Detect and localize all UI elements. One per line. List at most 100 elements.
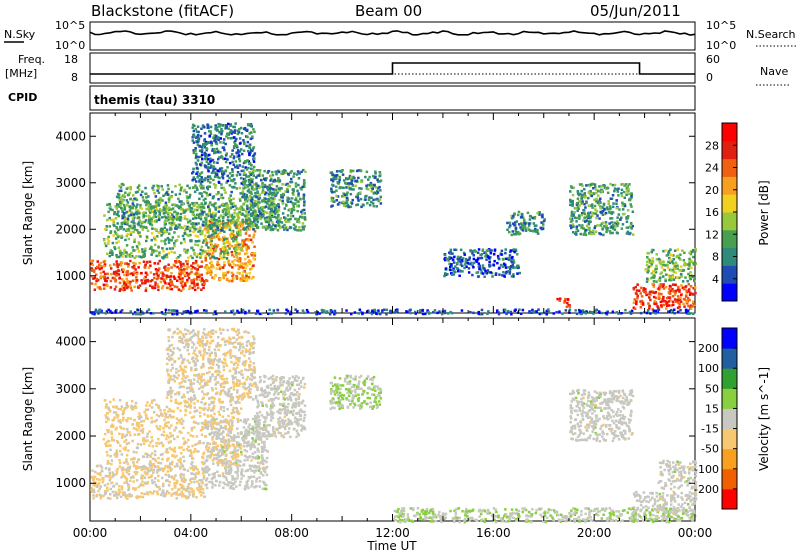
data-cell (157, 246, 160, 249)
data-cell (289, 217, 292, 221)
data-cell (93, 276, 97, 279)
data-cell (194, 243, 197, 246)
data-cell (243, 239, 247, 242)
data-cell (252, 228, 255, 231)
data-cell (657, 278, 661, 281)
data-cell (185, 227, 188, 231)
data-cell (205, 213, 208, 216)
data-cell (605, 313, 609, 316)
data-cell (138, 284, 142, 287)
data-cell (236, 149, 240, 152)
data-cell (121, 268, 124, 271)
data-cell (219, 196, 223, 199)
data-cell (160, 277, 163, 280)
data-cell (201, 467, 205, 470)
data-cell (137, 466, 140, 469)
data-cell (449, 252, 452, 255)
data-cell (604, 221, 608, 224)
data-cell (213, 245, 216, 248)
data-cell (617, 187, 620, 190)
data-cell (247, 277, 250, 280)
data-cell (200, 155, 203, 158)
data-cell (193, 473, 196, 476)
data-cell (286, 200, 290, 203)
data-cell (456, 257, 459, 261)
data-cell (221, 216, 225, 220)
data-cell (173, 231, 176, 234)
data-cell (240, 225, 243, 228)
data-cell (174, 227, 177, 230)
data-cell (687, 267, 690, 270)
data-cell (95, 279, 98, 283)
data-cell (200, 245, 204, 249)
data-cell (455, 262, 459, 265)
data-cell (132, 204, 136, 207)
data-cell (160, 286, 164, 290)
data-cell (512, 248, 516, 251)
data-cell (651, 308, 654, 311)
data-cell (336, 195, 340, 198)
data-cell (627, 215, 630, 218)
data-cell (661, 285, 665, 288)
data-cell (372, 192, 376, 195)
data-cell (254, 440, 257, 443)
data-cell (175, 497, 178, 500)
data-cell (221, 175, 224, 178)
data-cell (130, 272, 134, 275)
data-cell (196, 240, 199, 243)
nsearch-label: N.Search (746, 28, 796, 41)
data-cell (274, 170, 277, 173)
data-cell (692, 255, 695, 259)
data-cell (144, 465, 147, 469)
data-cell (552, 312, 555, 315)
data-cell (385, 308, 389, 312)
data-cell (616, 220, 619, 223)
data-cell (126, 217, 130, 220)
data-cell (121, 182, 124, 186)
data-cell (187, 265, 190, 269)
data-cell (225, 208, 228, 211)
data-cell (157, 285, 160, 288)
data-cell (379, 179, 383, 182)
data-cell (475, 259, 478, 262)
data-cell (223, 148, 226, 152)
data-cell (332, 176, 335, 179)
data-cell (173, 251, 176, 254)
data-cell (233, 131, 237, 134)
data-cell (512, 266, 515, 270)
data-cell (223, 271, 226, 275)
data-cell (264, 220, 268, 224)
data-cell (276, 191, 279, 194)
data-cell (683, 251, 686, 255)
data-cell (170, 250, 173, 254)
data-cell (100, 265, 103, 268)
data-cell (238, 150, 242, 153)
data-cell (140, 468, 143, 472)
data-cell (135, 276, 138, 279)
data-cell (250, 212, 253, 215)
data-cell (601, 206, 604, 209)
data-cell (153, 220, 157, 223)
data-cell (161, 469, 165, 473)
data-cell (580, 202, 584, 205)
data-cell (188, 204, 191, 207)
data-cell (260, 179, 263, 182)
data-cell (224, 169, 228, 172)
data-cell (253, 210, 257, 213)
data-cell (670, 304, 673, 307)
data-cell (113, 493, 116, 497)
data-cell (90, 282, 94, 285)
data-cell (219, 278, 222, 281)
data-cell (207, 166, 210, 170)
data-cell (267, 192, 271, 196)
data-cell (672, 266, 676, 270)
data-cell (239, 192, 242, 195)
data-cell (208, 236, 212, 240)
data-cell (148, 247, 152, 250)
data-cell (691, 292, 694, 296)
data-cell (241, 195, 244, 199)
data-cell (379, 312, 382, 316)
data-cell (512, 222, 515, 225)
data-cell (541, 215, 544, 219)
